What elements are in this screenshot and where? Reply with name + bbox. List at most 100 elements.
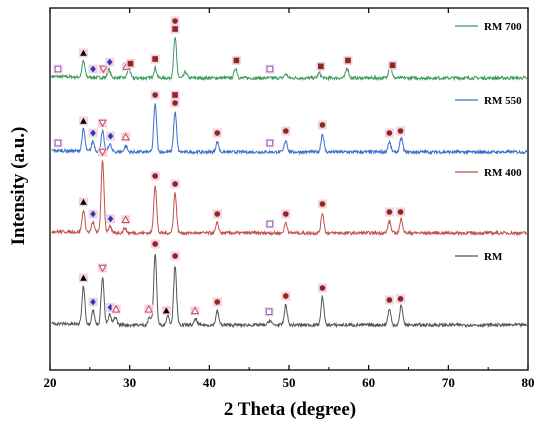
marker-filled-diamond-shape bbox=[90, 65, 96, 73]
peak-marker-filled-circle bbox=[384, 207, 394, 217]
peak-marker-filled-circle bbox=[170, 179, 180, 189]
marker-filled-diamond-shape bbox=[106, 58, 113, 66]
peak-marker-open-inverted-triangle bbox=[98, 147, 108, 157]
peak-marker-open-triangle bbox=[121, 132, 131, 142]
marker-open-triangle-shape bbox=[144, 304, 153, 313]
peak-marker-filled-square bbox=[150, 54, 160, 64]
trace-rm bbox=[51, 253, 527, 329]
peak-marker-open-inverted-triangle bbox=[98, 263, 108, 273]
marker-filled-circle-shape bbox=[397, 296, 404, 302]
peak-marker-filled-circle bbox=[281, 291, 291, 301]
marker-filled-circle-shape bbox=[386, 130, 393, 136]
peak-marker-filled-circle bbox=[396, 126, 406, 136]
marker-filled-square-shape bbox=[345, 57, 351, 64]
x-tick-label: 50 bbox=[283, 375, 296, 390]
marker-filled-square-shape bbox=[389, 62, 396, 69]
x-tick-label: 20 bbox=[44, 375, 57, 390]
marker-filled-circle-shape bbox=[319, 201, 326, 207]
marker-filled-triangle-shape bbox=[80, 274, 87, 281]
marker-filled-circle-shape bbox=[386, 209, 393, 215]
x-axis-title: 2 Theta (degree) bbox=[224, 399, 356, 420]
peak-marker-filled-square bbox=[316, 61, 326, 71]
marker-filled-circle-shape bbox=[172, 253, 178, 259]
legend-label: RM 400 bbox=[484, 167, 522, 179]
peak-marker-open-inverted-triangle bbox=[98, 64, 108, 74]
peak-marker-filled-diamond bbox=[88, 209, 98, 219]
marker-open-inverted-triangle-shape bbox=[99, 65, 108, 74]
legend-label: RM bbox=[484, 251, 503, 263]
marker-open-square-shape bbox=[266, 65, 274, 73]
peak-marker-filled-circle bbox=[281, 209, 291, 219]
marker-open-triangle-shape bbox=[190, 306, 200, 315]
marker-filled-triangle-shape bbox=[80, 198, 87, 205]
marker-filled-square-shape bbox=[172, 26, 178, 32]
plot-border bbox=[49, 7, 529, 371]
peak-marker-filled-diamond bbox=[88, 64, 98, 74]
peak-marker-layer bbox=[53, 16, 406, 317]
marker-open-inverted-triangle-shape bbox=[98, 264, 107, 273]
peak-marker-filled-circle bbox=[317, 283, 327, 293]
marker-open-inverted-triangle-shape bbox=[98, 119, 107, 128]
legend-label: RM 550 bbox=[484, 95, 522, 107]
peak-marker-open-square bbox=[265, 219, 275, 229]
peak-marker-filled-square bbox=[170, 90, 180, 100]
peak-marker-filled-circle bbox=[150, 239, 160, 249]
peak-marker-filled-circle bbox=[317, 199, 327, 209]
peak-marker-open-square bbox=[264, 307, 274, 317]
peak-marker-filled-diamond bbox=[88, 128, 98, 138]
trace-rm-700 bbox=[51, 36, 528, 82]
marker-filled-circle-shape bbox=[397, 209, 404, 215]
marker-filled-diamond-shape bbox=[90, 210, 96, 218]
peak-marker-open-triangle bbox=[111, 304, 121, 314]
marker-filled-diamond-shape bbox=[90, 129, 96, 137]
peak-marker-filled-circle bbox=[281, 126, 291, 136]
peak-marker-filled-square bbox=[231, 55, 241, 65]
peak-marker-open-square bbox=[265, 64, 275, 74]
y-axis-title: Intensity (a.u.) bbox=[8, 127, 29, 246]
marker-filled-circle-shape bbox=[319, 285, 326, 291]
peak-marker-filled-circle bbox=[396, 294, 406, 304]
peak-marker-filled-circle bbox=[150, 90, 160, 100]
marker-open-square-shape bbox=[266, 139, 274, 147]
peak-marker-filled-circle bbox=[212, 128, 222, 138]
legend-label: RM 700 bbox=[484, 21, 522, 33]
peak-marker-filled-triangle bbox=[78, 116, 88, 126]
marker-filled-square-shape bbox=[127, 60, 134, 67]
marker-filled-circle-shape bbox=[319, 122, 326, 128]
plot-frame bbox=[49, 7, 529, 371]
peak-marker-filled-circle bbox=[384, 128, 394, 138]
marker-filled-triangle-shape bbox=[80, 117, 87, 124]
marker-filled-circle-shape bbox=[214, 211, 221, 217]
marker-open-square-shape bbox=[54, 65, 62, 73]
marker-filled-circle-shape bbox=[283, 128, 289, 134]
peak-marker-filled-triangle bbox=[78, 197, 88, 207]
marker-filled-diamond-shape bbox=[107, 132, 114, 140]
x-tick-label: 60 bbox=[362, 375, 375, 390]
marker-filled-circle-shape bbox=[152, 173, 158, 179]
peak-marker-filled-circle bbox=[212, 297, 222, 307]
trace-labels: RM 700 RM 550 RM 400 RM bbox=[455, 21, 522, 263]
peak-marker-filled-circle bbox=[384, 295, 394, 305]
peak-marker-filled-square bbox=[343, 55, 353, 65]
trace-layer bbox=[51, 36, 528, 329]
peak-marker-filled-diamond bbox=[105, 57, 115, 67]
marker-filled-triangle-shape bbox=[163, 307, 170, 314]
peak-marker-open-square bbox=[53, 138, 63, 148]
peak-marker-filled-diamond bbox=[106, 214, 116, 224]
marker-filled-diamond-shape bbox=[90, 298, 96, 306]
trace-rm-400 bbox=[51, 159, 528, 237]
marker-filled-square-shape bbox=[318, 63, 324, 70]
peak-marker-filled-square bbox=[388, 60, 398, 70]
marker-filled-circle-shape bbox=[386, 297, 393, 303]
marker-filled-circle-shape bbox=[152, 241, 158, 247]
marker-open-square-shape bbox=[54, 139, 62, 147]
peak-marker-filled-circle bbox=[170, 251, 180, 261]
x-tick-label: 40 bbox=[203, 375, 216, 390]
peak-marker-open-inverted-triangle bbox=[98, 118, 108, 128]
marker-filled-circle-shape bbox=[172, 18, 178, 24]
peak-marker-filled-triangle bbox=[78, 48, 88, 58]
marker-open-triangle-shape bbox=[121, 132, 130, 141]
marker-filled-circle-shape bbox=[152, 92, 158, 98]
peak-marker-open-triangle bbox=[190, 306, 200, 316]
